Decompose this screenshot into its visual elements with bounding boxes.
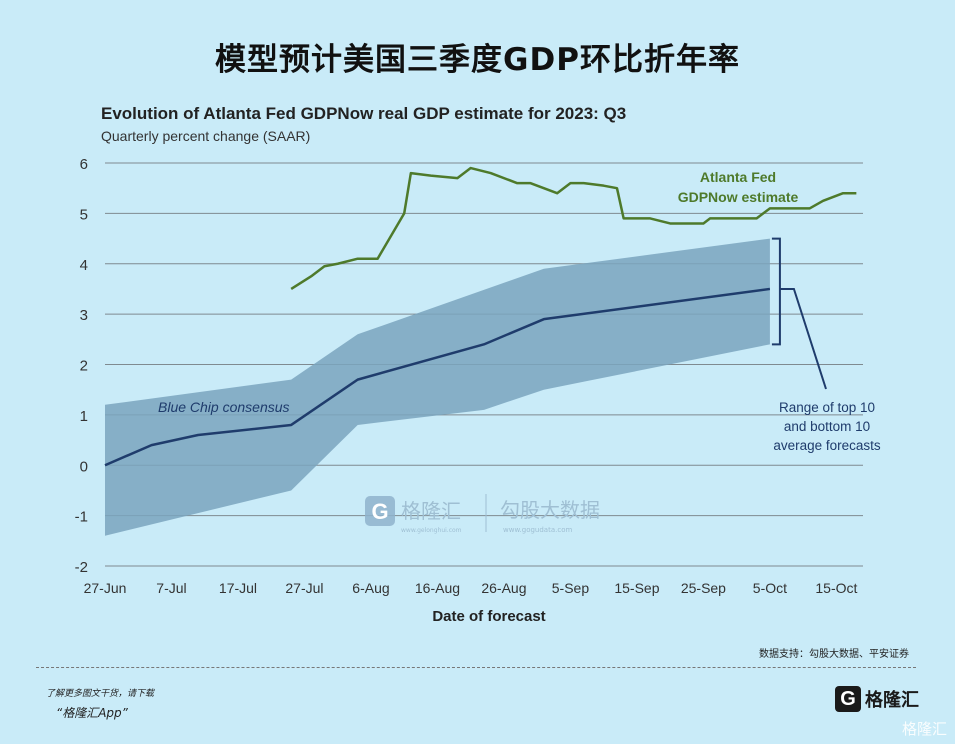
bluechip-label: Blue Chip consensus xyxy=(158,399,290,415)
forecast-range-band xyxy=(105,238,770,536)
footer-divider xyxy=(36,667,916,668)
y-tick-label: 0 xyxy=(80,458,88,475)
watermark-data-text: 勾股大数据 xyxy=(500,498,600,522)
bluechip-line xyxy=(104,287,771,467)
watermark-brand-text: 格隆汇 xyxy=(401,499,461,523)
y-tick-label: 3 xyxy=(80,307,88,324)
y-tick-label: 4 xyxy=(80,257,88,274)
x-tick-label: 6-Aug xyxy=(352,580,389,596)
y-tick-label: 6 xyxy=(80,156,88,173)
range-pointer-line xyxy=(779,287,827,390)
x-tick-label: 5-Oct xyxy=(753,580,787,596)
range-label-line-2: and bottom 10 xyxy=(784,419,870,434)
y-axis: -2 -1 0 1 2 3 4 5 6 xyxy=(75,156,88,576)
footer-download-prompt: 了解更多图文干货，请下载 xyxy=(46,689,155,699)
center-watermark: G 格隆汇 www.gelonghui.com 勾股大数据 www.goguda… xyxy=(365,494,600,534)
gdpnow-label-line-2: GDPNow estimate xyxy=(678,189,799,205)
source-note: 数据支持：勾股大数据、平安证券 xyxy=(759,649,909,660)
y-tick-label: -2 xyxy=(75,559,88,576)
x-tick-label: 5-Sep xyxy=(552,580,590,596)
x-tick-label: 25-Sep xyxy=(681,580,726,596)
x-tick-label: 15-Sep xyxy=(614,580,659,596)
footer-logo-text: 格隆汇 xyxy=(865,690,919,711)
forecast-range-band-layer xyxy=(105,238,770,536)
x-tick-label: 17-Jul xyxy=(219,580,257,596)
annotations: Atlanta Fed GDPNow estimate Blue Chip cons… xyxy=(158,169,881,453)
x-tick-label: 27-Jun xyxy=(84,580,127,596)
chart-subtitle: Quarterly percent change (SAAR) xyxy=(101,128,311,144)
gdpnow-label-line-1: Atlanta Fed xyxy=(700,169,776,185)
watermark-brand-url: www.gelonghui.com xyxy=(401,527,462,534)
series-lines xyxy=(104,166,857,467)
x-axis-title: Date of forecast xyxy=(432,608,545,625)
footer-app-name: “格隆汇App” xyxy=(56,706,128,720)
watermark-data-url: www.gogudata.com xyxy=(503,526,572,534)
watermark-g-letter: G xyxy=(371,499,388,524)
x-tick-label: 27-Jul xyxy=(285,580,323,596)
y-tick-label: 2 xyxy=(80,358,88,375)
y-tick-label: 1 xyxy=(80,408,88,425)
gdpnow-line xyxy=(290,166,857,290)
x-tick-label: 15-Oct xyxy=(815,580,857,596)
footer-logo[interactable]: G 格隆汇 xyxy=(835,686,919,712)
range-bracket xyxy=(771,237,781,346)
y-tick-label: 5 xyxy=(80,206,88,223)
corner-watermark: 格隆汇 xyxy=(901,720,947,738)
x-tick-label: 7-Jul xyxy=(156,580,186,596)
watermark-g-logo-icon xyxy=(365,496,395,526)
chart-title: Evolution of Atlanta Fed GDPNow real GDP… xyxy=(101,104,627,123)
x-tick-label: 16-Aug xyxy=(415,580,460,596)
range-label-line-1: Range of top 10 xyxy=(779,400,875,415)
x-axis: 27-Jun 7-Jul 17-Jul 27-Jul 6-Aug 16-Aug 26-Aug… xyxy=(84,565,863,625)
gelonghui-logo-icon: G xyxy=(835,686,861,712)
range-label-line-3: average forecasts xyxy=(773,438,881,453)
page-title: 模型预计美国三季度GDP环比折年率 xyxy=(215,42,740,78)
x-tick-label: 26-Aug xyxy=(481,580,526,596)
y-tick-label: -1 xyxy=(75,509,88,526)
